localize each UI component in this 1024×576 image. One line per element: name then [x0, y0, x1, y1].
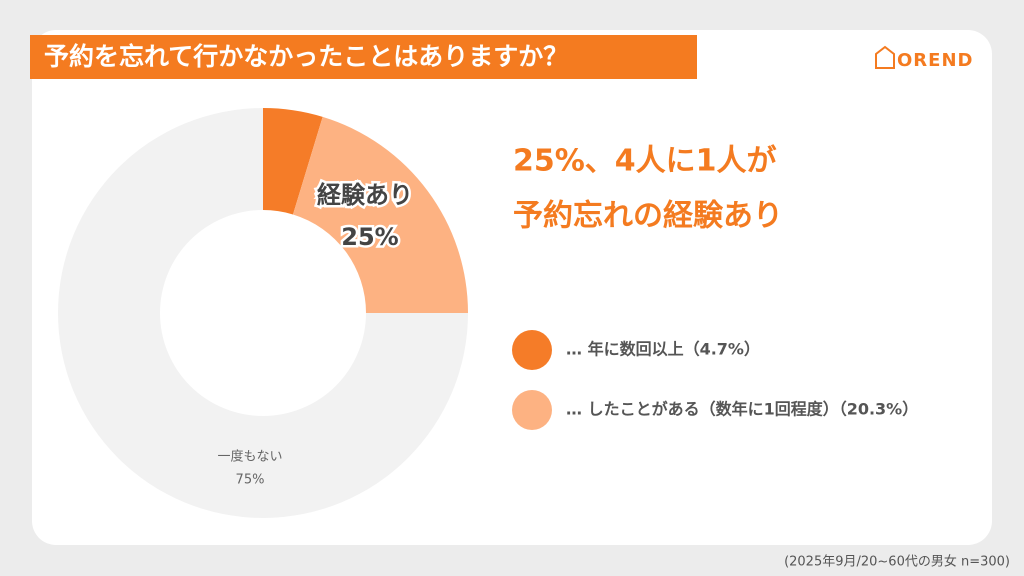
- donut-slice: [263, 108, 323, 215]
- donut: [58, 108, 468, 518]
- legend-swatch: [512, 390, 552, 430]
- legend-label: … 年に数回以上（4.7%）: [566, 340, 760, 359]
- headline: 予約忘れの経験あり: [513, 199, 783, 234]
- logo: OREND: [875, 45, 973, 71]
- headline: 25%、4人に1人が: [513, 144, 777, 179]
- legend: … 年に数回以上（4.7%） … したことがある（数年に1回程度）（20.3%）: [512, 330, 918, 430]
- group-label: 経験あり: [317, 181, 413, 209]
- legend-swatch: [512, 330, 552, 370]
- slice-label: 一度もない: [217, 449, 282, 465]
- title-banner: [30, 35, 697, 79]
- donut-slice: [292, 116, 468, 314]
- donut-slice: [58, 108, 468, 518]
- logo-text: OREND: [897, 50, 973, 71]
- group-value: 25%: [341, 223, 398, 251]
- legend-label: … したことがある（数年に1回程度）（20.3%）: [566, 400, 918, 419]
- slice-value: 75%: [236, 473, 265, 488]
- chart-title: 予約を忘れて行かなかったことはありますか？: [44, 42, 568, 71]
- footnote: (2025年9月/20~60代の男女 n=300): [784, 554, 1010, 570]
- logo-icon: [875, 45, 895, 69]
